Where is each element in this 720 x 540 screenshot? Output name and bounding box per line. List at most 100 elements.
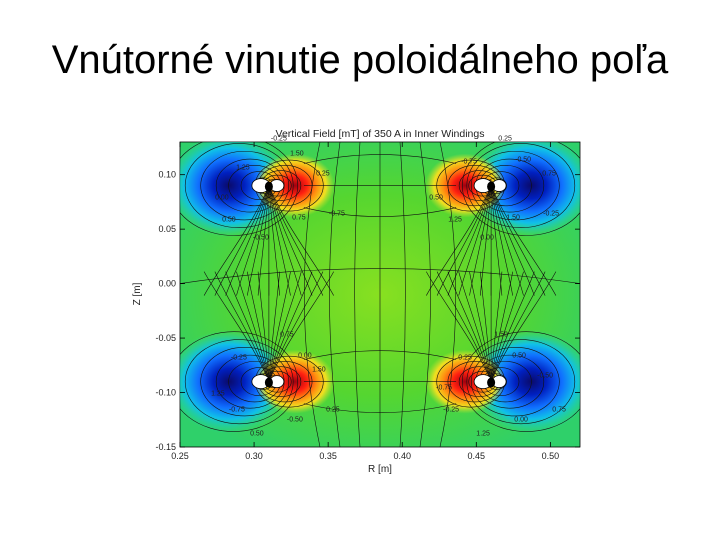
- negative-field-lobe: [469, 329, 580, 434]
- y-tick-label: 0.00: [158, 279, 176, 289]
- contour-line: [436, 271, 492, 382]
- contour-line: [490, 271, 546, 382]
- contour-line: [436, 185, 492, 296]
- contour-line: [214, 271, 270, 382]
- contour-value-label: -0.25: [443, 407, 459, 414]
- contour-line: [268, 185, 302, 296]
- contour-line: [257, 185, 270, 296]
- contour-line: [490, 185, 514, 296]
- contour-value-label: 1.25: [211, 391, 225, 398]
- contour-line: [466, 339, 576, 425]
- contour-value-label: 1.25: [236, 165, 250, 172]
- contour-line: [203, 271, 270, 382]
- x-tick-label: 0.40: [393, 451, 411, 461]
- contour-value-label: 0.50: [222, 217, 236, 224]
- coil-winding: [473, 178, 507, 193]
- contour-value-label: -0.75: [229, 407, 245, 414]
- y-axis-label: Z [m]: [132, 282, 143, 305]
- contour-line: [471, 150, 560, 221]
- contour-line: [180, 142, 298, 236]
- contour-value-label: -0.25: [271, 136, 287, 143]
- coil-winding: [251, 178, 285, 193]
- contour-line: [490, 185, 546, 296]
- contour-line: [490, 185, 557, 296]
- contour-line: [246, 185, 270, 296]
- contour-line: [439, 142, 457, 447]
- contour-line: [303, 403, 457, 413]
- contour-line: [246, 271, 270, 382]
- contour-line: [480, 185, 492, 296]
- contour-value-label: -0.75: [436, 385, 452, 392]
- contour-line: [462, 331, 580, 432]
- contour-value-label: -0.25: [543, 211, 559, 218]
- contour-value-label: 0.50: [250, 431, 264, 438]
- contour-line: [268, 185, 280, 296]
- contour-line: [268, 271, 334, 382]
- contour-line: [180, 331, 298, 432]
- contour-value-label: -0.75: [461, 159, 477, 166]
- contour-value-label: 1.50: [506, 215, 520, 222]
- contour-value-label: -0.25: [231, 355, 247, 362]
- contour-line: [490, 185, 524, 296]
- contour-line: [268, 185, 291, 296]
- y-tick-label: -0.05: [155, 333, 176, 343]
- contour-line: [184, 339, 294, 425]
- x-tick-label: 0.50: [542, 451, 560, 461]
- coil-winding: [473, 374, 507, 390]
- contour-line: [462, 142, 580, 236]
- contour-line: [180, 268, 580, 284]
- contour-value-label: 0.75: [280, 332, 294, 339]
- contour-line: [303, 207, 457, 217]
- contour-line: [268, 271, 291, 382]
- negative-field-lobe: [180, 142, 291, 238]
- negative-field-lobe: [180, 329, 291, 434]
- y-tick-label: -0.10: [155, 388, 176, 398]
- contour-line: [268, 185, 324, 296]
- contour-value-label: 0.00: [480, 235, 494, 242]
- contour-value-label: 1.50: [290, 151, 304, 158]
- contour-value-label: 0.00: [215, 195, 229, 202]
- x-tick-label: 0.25: [171, 451, 189, 461]
- contour-value-label: 0.75: [542, 171, 556, 178]
- contour-line: [490, 185, 503, 296]
- contour-line: [184, 143, 294, 228]
- contour-line: [203, 185, 270, 296]
- contour-line: [268, 271, 280, 382]
- contour-line: [419, 142, 431, 447]
- contour-value-label: -0.50: [515, 157, 531, 164]
- contour-line: [225, 185, 270, 296]
- contour-line: [490, 271, 524, 382]
- contour-value-label: -0.50: [253, 235, 269, 242]
- contour-line: [354, 142, 361, 447]
- contour-value-label: 0.75: [292, 215, 306, 222]
- contour-value-label: 0.00: [514, 417, 528, 424]
- contour-value-label: -0.75: [329, 211, 345, 218]
- contour-value-label: -0.50: [287, 417, 303, 424]
- contour-line: [469, 185, 492, 296]
- contour-line: [303, 142, 321, 447]
- coil-winding: [251, 374, 285, 390]
- contour-line: [268, 271, 313, 382]
- slide-title: Vnútorné vinutie poloidálneho poľa: [51, 38, 669, 82]
- contour-line: [447, 185, 492, 296]
- contour-line: [268, 185, 313, 296]
- x-axis-label: R [m]: [368, 464, 392, 475]
- x-tick-label: 0.45: [468, 451, 486, 461]
- y-tick-label: 0.05: [158, 224, 176, 234]
- contour-line: [268, 271, 324, 382]
- contour-line: [214, 185, 270, 296]
- contour-line: [490, 271, 503, 382]
- contour-line: [426, 185, 492, 296]
- contour-line: [399, 142, 406, 447]
- y-tick-label: 0.10: [158, 170, 176, 180]
- contour-value-label: 0.00: [298, 353, 312, 360]
- negative-field-lobe: [469, 142, 580, 238]
- contour-line: [480, 271, 492, 382]
- contour-line: [236, 271, 270, 382]
- contour-line: [471, 347, 560, 417]
- contour-line: [236, 185, 270, 296]
- contour-line: [303, 350, 457, 360]
- contour-line: [447, 271, 492, 382]
- contour-line: [469, 271, 492, 382]
- contour-line: [268, 271, 302, 382]
